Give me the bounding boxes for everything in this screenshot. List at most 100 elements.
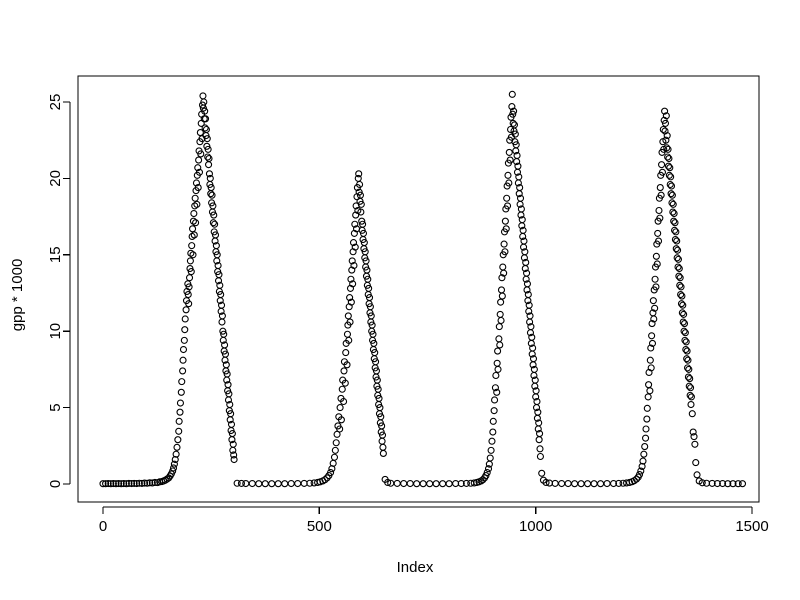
data-point: [102, 480, 110, 488]
data-point: [470, 479, 478, 487]
data-point: [675, 264, 683, 273]
data-point: [174, 436, 182, 444]
plot-frame: [77, 75, 760, 503]
y-axis-tick-label: 20: [47, 170, 64, 187]
data-point: [135, 479, 143, 487]
data-point: [676, 281, 684, 289]
data-point: [229, 440, 237, 448]
data-point: [669, 208, 677, 216]
data-point: [670, 226, 679, 234]
data-point: [650, 315, 658, 323]
data-point: [211, 231, 220, 239]
data-point: [169, 467, 177, 475]
data-point: [491, 396, 499, 404]
data-point: [657, 191, 665, 199]
data-point: [175, 427, 183, 435]
data-point: [661, 107, 669, 115]
data-point: [200, 98, 208, 106]
data-point: [176, 399, 184, 407]
data-point: [497, 298, 505, 306]
data-point: [496, 310, 504, 318]
data-point: [533, 397, 541, 406]
x-axis-tick-label: 500: [307, 518, 332, 535]
data-point: [378, 431, 387, 439]
data-point: [536, 452, 544, 461]
data-point: [242, 479, 250, 488]
data-point: [205, 170, 213, 178]
data-point: [185, 300, 193, 308]
data-point: [336, 425, 344, 433]
data-point: [112, 480, 120, 488]
data-point: [500, 269, 508, 277]
data-point: [130, 479, 138, 487]
data-point: [584, 480, 592, 488]
data-point: [513, 151, 521, 160]
data-point: [218, 312, 226, 320]
data-point: [351, 243, 359, 251]
data-point: [515, 173, 523, 181]
data-point: [117, 480, 125, 488]
data-point: [362, 257, 370, 265]
data-point: [224, 381, 232, 389]
data-point: [522, 258, 530, 266]
data-point: [343, 361, 351, 369]
data-point: [671, 219, 679, 227]
data-point: [203, 135, 211, 143]
data-point: [138, 479, 146, 487]
data-point: [204, 153, 212, 161]
data-point: [180, 336, 188, 344]
x-axis-tick-label: 0: [99, 518, 107, 535]
data-point: [287, 479, 295, 488]
data-point: [674, 255, 683, 263]
data-point: [350, 261, 358, 270]
y-axis-tick-label: 0: [47, 480, 64, 488]
x-axis-tick-label: 1000: [519, 518, 552, 535]
data-point: [635, 470, 644, 479]
data-point: [603, 479, 611, 488]
data-point: [529, 344, 537, 352]
data-point: [646, 387, 654, 395]
data-point: [367, 312, 375, 320]
data-point: [201, 107, 209, 115]
data-point: [372, 358, 380, 366]
data-point: [379, 443, 387, 451]
data-point: [693, 471, 701, 479]
data-point: [512, 141, 520, 149]
data-point: [187, 268, 195, 276]
data-point: [506, 156, 514, 164]
data-point: [523, 269, 531, 277]
data-point: [664, 145, 672, 153]
data-point: [230, 455, 238, 464]
data-point: [330, 453, 339, 461]
data-point: [340, 367, 348, 375]
data-point: [196, 129, 204, 137]
data-point: [359, 220, 367, 228]
data-point: [529, 355, 538, 363]
data-point: [218, 318, 226, 326]
data-point: [331, 446, 339, 454]
data-point: [384, 478, 392, 487]
data-point: [672, 245, 680, 253]
data-point: [491, 384, 499, 392]
data-point: [179, 345, 188, 354]
data-point: [306, 479, 314, 487]
data-point: [672, 228, 680, 236]
data-point: [654, 229, 662, 237]
data-point: [687, 384, 695, 392]
data-point: [495, 335, 503, 343]
data-point: [343, 330, 352, 338]
data-point: [237, 479, 245, 487]
data-point: [670, 217, 678, 225]
data-point: [195, 168, 204, 176]
data-point: [151, 478, 159, 487]
data-point: [528, 333, 536, 341]
data-point: [182, 306, 190, 314]
data-point: [497, 316, 505, 325]
data-point: [194, 164, 202, 172]
data-point: [217, 290, 225, 299]
data-point: [719, 479, 727, 488]
data-point: [489, 428, 497, 436]
data-point: [419, 480, 427, 488]
data-point: [378, 422, 386, 430]
data-point: [213, 251, 221, 259]
